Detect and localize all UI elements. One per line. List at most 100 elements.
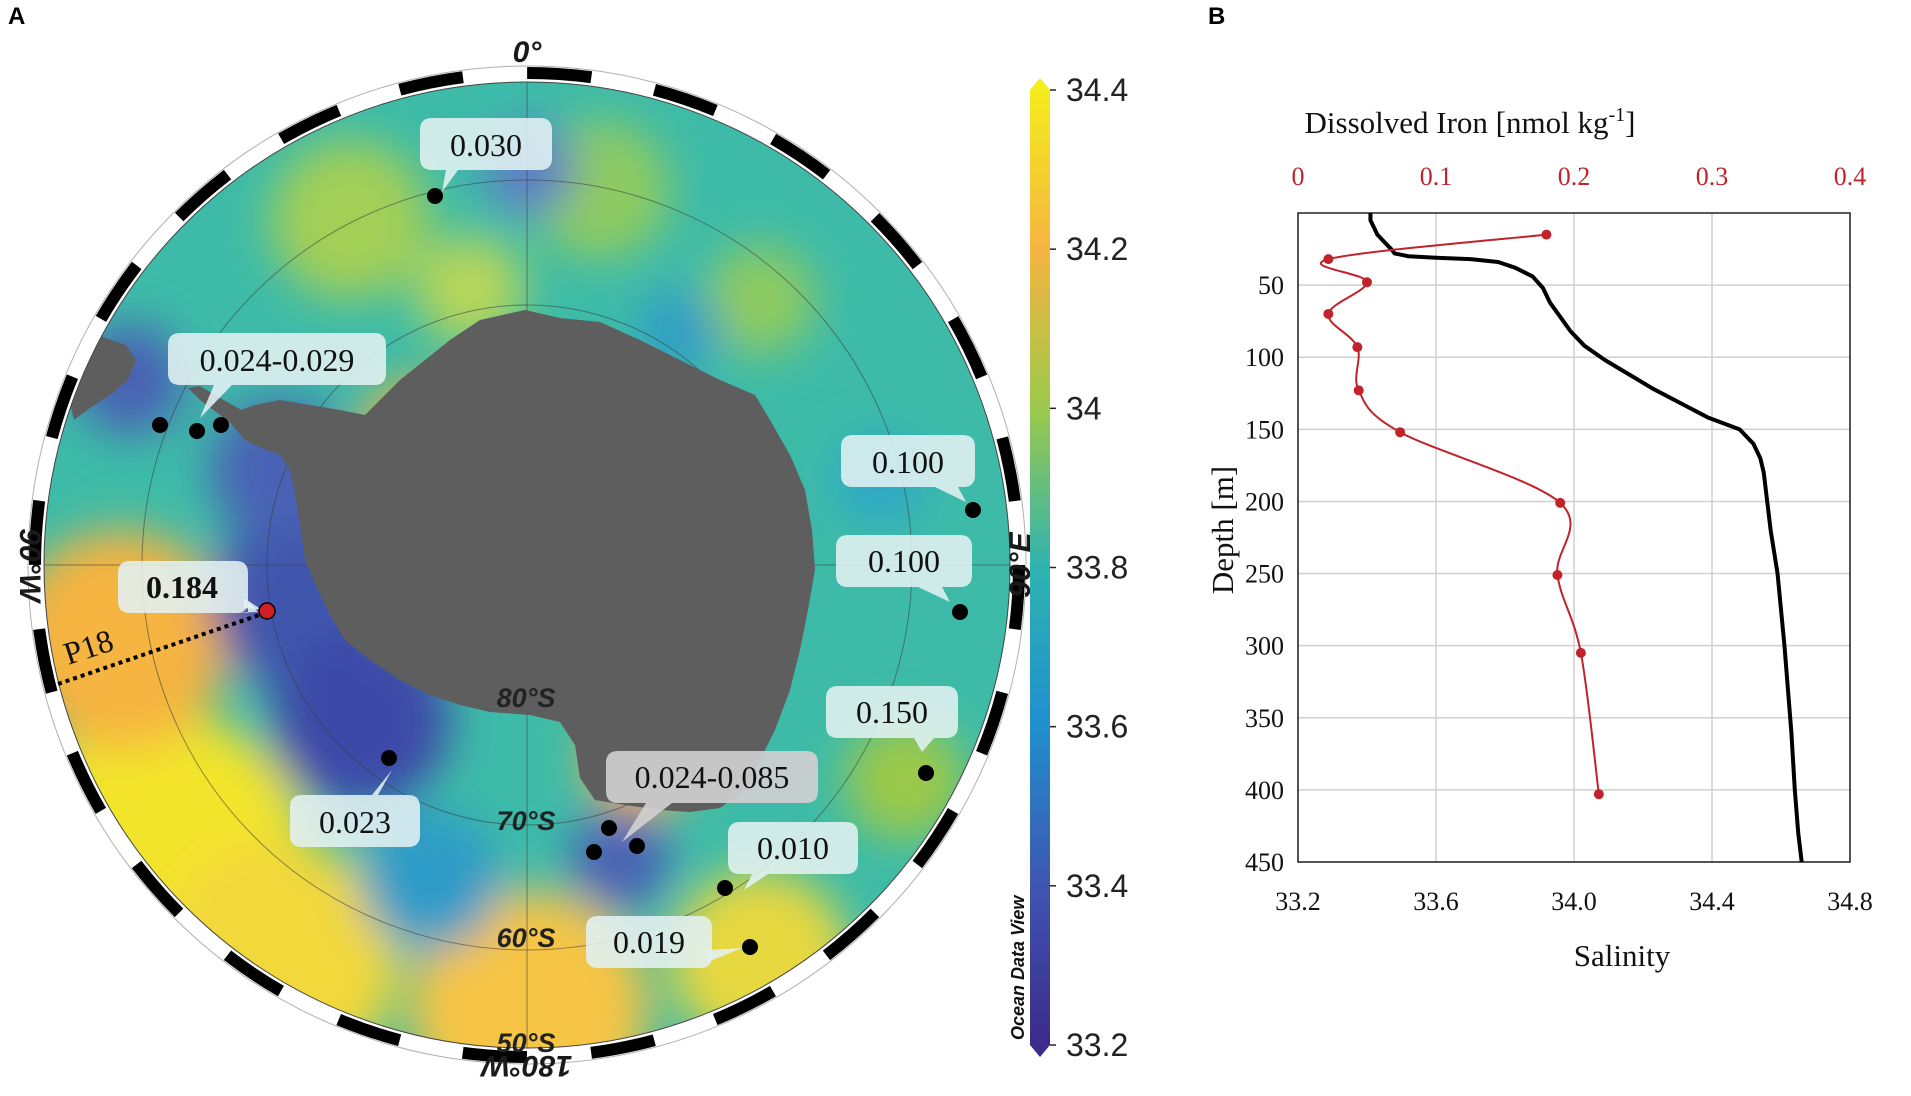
station-marker — [742, 939, 758, 955]
iron-data-point — [1323, 308, 1334, 319]
colorbar-top-arrow — [1030, 78, 1050, 90]
x-top-tick-label: 0.1 — [1420, 162, 1453, 191]
x-bottom-tick-label: 34.0 — [1551, 887, 1597, 916]
y-axis-label: Depth [m] — [1205, 466, 1240, 594]
callout-9-text: 0.019 — [613, 924, 685, 960]
x-bottom-tick-label: 33.2 — [1275, 887, 1321, 916]
salinity-field — [44, 82, 1010, 1048]
meridian-label-left: 90°W — [13, 528, 46, 604]
antarctica-landmass — [232, 310, 815, 812]
callout-8-text: 0.010 — [757, 830, 829, 866]
colorbar-tick-label: 34.4 — [1066, 72, 1128, 108]
map-frame-ticks — [29, 67, 1025, 1063]
station-marker — [586, 844, 602, 860]
callout-4-text: 0.184 — [146, 569, 218, 605]
salinity-line — [1368, 213, 1804, 863]
callout-3: 0.100 — [836, 535, 972, 602]
panel-b: B Dissolved Iron [nmol kg-1] Salinity De… — [1205, 3, 1873, 973]
callout-0-text: 0.030 — [450, 127, 522, 163]
x-bottom-tick-label: 34.4 — [1689, 887, 1735, 916]
callout-7: 0.023 — [290, 770, 420, 847]
x-top-tick-label: 0 — [1292, 162, 1305, 191]
callout-9: 0.019 — [586, 916, 742, 968]
y-tick-label: 350 — [1245, 704, 1284, 733]
colorbar-tick-label: 34 — [1066, 390, 1102, 426]
station-marker — [427, 188, 443, 204]
callout-7-text: 0.023 — [319, 804, 391, 840]
station-marker — [213, 417, 229, 433]
callout-8: 0.010 — [728, 822, 858, 890]
iron-data-point — [1552, 569, 1563, 580]
station-marker — [965, 502, 981, 518]
callout-1-text: 0.024-0.029 — [200, 342, 355, 378]
callout-1: 0.024-0.029 — [168, 333, 386, 418]
station-marker — [189, 423, 205, 439]
y-tick-label: 200 — [1245, 487, 1284, 516]
colorbar-ramp — [1030, 90, 1050, 1045]
station-marker-highlight — [258, 602, 276, 620]
latitude-label-70s: 70°S — [497, 806, 556, 836]
y-tick-label: 250 — [1245, 560, 1284, 589]
iron-data-point — [1395, 427, 1406, 438]
iron-data-point — [1593, 789, 1604, 800]
bottom-axis-label: Salinity — [1574, 938, 1671, 973]
p18-transect-line — [57, 610, 269, 686]
callout-4: 0.184 — [118, 561, 262, 613]
colorbar-tick-label: 34.2 — [1066, 231, 1128, 267]
meridian-label-top: 0° — [513, 36, 543, 69]
y-tick-label: 400 — [1245, 776, 1284, 805]
x-bottom-tick-label: 33.6 — [1413, 887, 1459, 916]
callout-5: 0.150 — [826, 686, 958, 752]
x-top-tick-label: 0.4 — [1834, 162, 1867, 191]
colorbar-bottom-arrow — [1030, 1045, 1050, 1057]
colorbar-tick-label: 33.2 — [1066, 1027, 1128, 1063]
station-marker — [601, 820, 617, 836]
x-bottom-tick-label: 34.8 — [1827, 887, 1873, 916]
panel-a-letter: A — [8, 3, 25, 30]
iron-data-point — [1555, 497, 1566, 508]
iron-data-point — [1353, 385, 1364, 396]
station-marker — [152, 417, 168, 433]
y-tick-label: 150 — [1245, 415, 1284, 444]
station-markers — [152, 188, 981, 955]
latitude-label-60s: 60°S — [497, 923, 556, 953]
odv-watermark: Ocean Data View — [1008, 895, 1028, 1040]
station-marker — [717, 880, 733, 896]
station-marker — [952, 604, 968, 620]
station-marker — [381, 750, 397, 766]
iron-data-point — [1323, 254, 1334, 265]
callout-0: 0.030 — [420, 118, 552, 192]
top-axis-label: Dissolved Iron [nmol kg-1] — [1305, 104, 1636, 140]
callout-3-text: 0.100 — [868, 543, 940, 579]
iron-line — [1319, 233, 1600, 795]
callout-2-text: 0.100 — [872, 444, 944, 480]
callout-6: 0.024-0.085 — [606, 751, 818, 842]
meridian-label-bottom: 180°W — [479, 1049, 572, 1082]
x-top-tick-label: 0.2 — [1558, 162, 1591, 191]
iron-data-point — [1541, 229, 1552, 240]
latitude-label-50s: 50°S — [497, 1028, 556, 1058]
map-outer-frame — [27, 65, 1027, 1065]
x-top-tick-label: 0.3 — [1696, 162, 1729, 191]
latitude-label-80s: 80°S — [497, 683, 556, 713]
y-tick-label: 450 — [1245, 848, 1284, 877]
panel-a: A — [8, 3, 1128, 1082]
colorbar-tick-label: 33.4 — [1066, 868, 1128, 904]
colorbar-tick-label: 33.8 — [1066, 550, 1128, 586]
station-marker — [629, 838, 645, 854]
colorbar: Ocean Data View 34.4 34.2 34 33.8 33.6 33.4 33… — [1008, 72, 1128, 1063]
y-tick-label: 100 — [1245, 343, 1284, 372]
colorbar-ticks: 34.4 34.2 34 33.8 33.6 33.4 33.2 — [1050, 72, 1128, 1063]
iron-data-point — [1575, 647, 1586, 658]
plot-frame — [1297, 212, 1851, 863]
panel-b-letter: B — [1208, 3, 1225, 30]
colorbar-tick-label: 33.6 — [1066, 709, 1128, 745]
iron-data-point — [1362, 277, 1372, 288]
y-tick-label: 300 — [1245, 632, 1284, 661]
callout-6-text: 0.024-0.085 — [635, 759, 790, 795]
depth-profile-chart: 50 100 150 200 250 300 350 400 450 33.2 33.6 34.0 34… — [1245, 162, 1873, 916]
callout-2: 0.100 — [841, 435, 975, 502]
callout-5-text: 0.150 — [856, 694, 928, 730]
y-tick-label: 50 — [1258, 271, 1284, 300]
